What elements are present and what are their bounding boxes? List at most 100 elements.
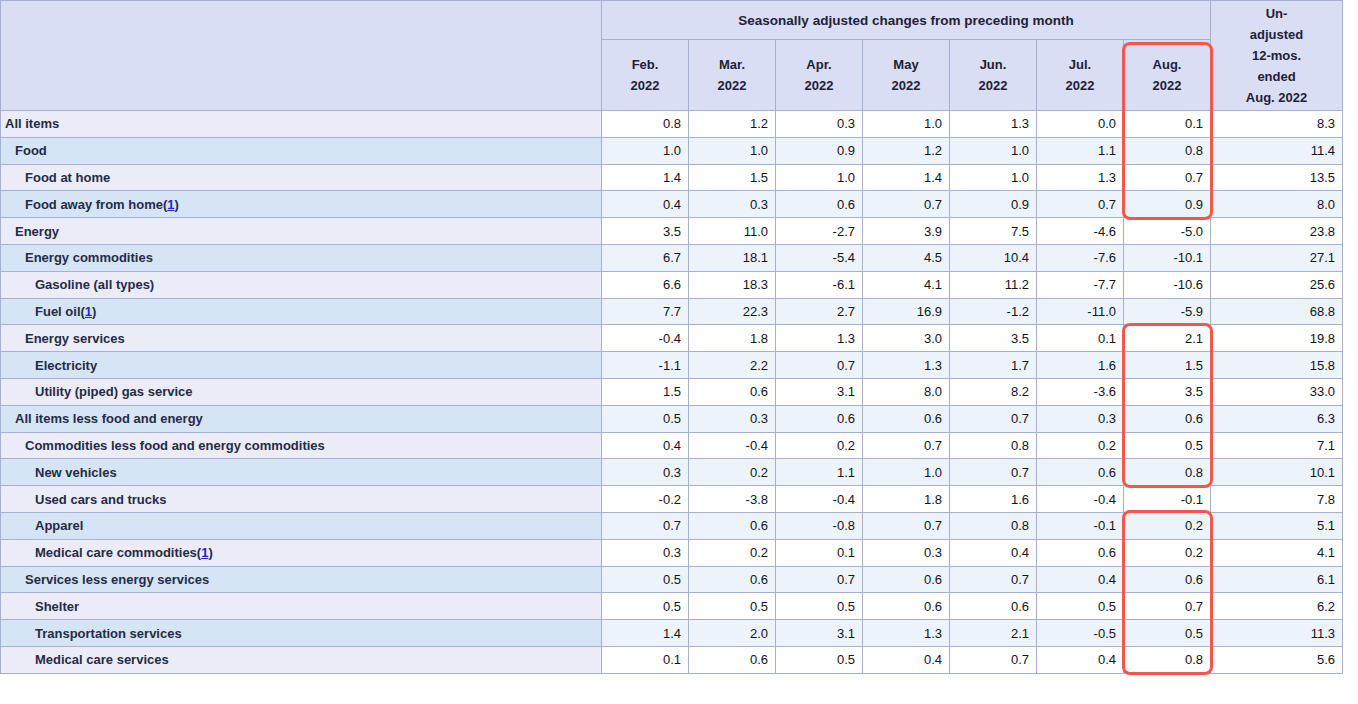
value-cell: 7.8 — [1211, 486, 1343, 513]
value-cell: 0.2 — [1124, 512, 1211, 539]
value-cell: 0.0 — [1037, 111, 1124, 138]
value-cell: 0.7 — [1124, 593, 1211, 620]
unadjusted-line: ended — [1211, 66, 1342, 87]
value-cell: 6.7 — [602, 244, 689, 271]
value-cell: 0.5 — [776, 646, 863, 673]
footnote-paren: ) — [175, 197, 179, 212]
row-label: Gasoline (all types) — [1, 271, 602, 298]
value-cell: 0.5 — [1037, 593, 1124, 620]
row-label-text: Food — [15, 143, 47, 158]
value-cell: 0.6 — [689, 646, 776, 673]
value-cell: 0.3 — [602, 459, 689, 486]
value-cell: 0.8 — [950, 512, 1037, 539]
footnote-paren: ) — [208, 545, 212, 560]
value-cell: 18.1 — [689, 244, 776, 271]
value-cell: 0.6 — [1037, 539, 1124, 566]
value-cell: 1.3 — [776, 325, 863, 352]
value-cell: 0.1 — [602, 646, 689, 673]
value-cell: -10.6 — [1124, 271, 1211, 298]
footnote-1-link[interactable]: 1 — [167, 197, 174, 212]
footnote-1-link[interactable]: 1 — [85, 304, 92, 319]
col-header-jun-2022: Jun. 2022 — [950, 40, 1037, 111]
row-label-text: All items less food and energy — [15, 411, 203, 426]
value-cell: 0.6 — [863, 566, 950, 593]
row-label-text: Energy commodities — [25, 250, 153, 265]
value-cell: 27.1 — [1211, 244, 1343, 271]
value-cell: 0.4 — [602, 432, 689, 459]
value-cell: 6.6 — [602, 271, 689, 298]
value-cell: 10.4 — [950, 244, 1037, 271]
value-cell: 25.6 — [1211, 271, 1343, 298]
row-label-text: Used cars and trucks — [35, 492, 167, 507]
row-label: Food at home — [1, 164, 602, 191]
value-cell: 1.1 — [776, 459, 863, 486]
value-cell: -0.4 — [602, 325, 689, 352]
row-label: Energy — [1, 218, 602, 245]
value-cell: 0.7 — [776, 352, 863, 379]
value-cell: 0.6 — [950, 593, 1037, 620]
value-cell: 0.3 — [689, 191, 776, 218]
value-cell: 2.2 — [689, 352, 776, 379]
value-cell: 0.7 — [1037, 191, 1124, 218]
value-cell: 1.2 — [689, 111, 776, 138]
value-cell: 2.0 — [689, 620, 776, 647]
row-label: Shelter — [1, 593, 602, 620]
value-cell: 0.3 — [602, 539, 689, 566]
row-label: Used cars and trucks — [1, 486, 602, 513]
value-cell: 0.4 — [1037, 566, 1124, 593]
table-row: Food away from home(1)0.40.30.60.70.90.7… — [1, 191, 1343, 218]
value-cell: -2.7 — [776, 218, 863, 245]
value-cell: 1.5 — [602, 378, 689, 405]
table-row: New vehicles0.30.21.11.00.70.60.810.1 — [1, 459, 1343, 486]
value-cell: -0.5 — [1037, 620, 1124, 647]
corner-header-cell — [1, 1, 602, 111]
cpi-table: Seasonally adjusted changes from precedi… — [0, 0, 1343, 674]
value-cell: 1.6 — [1037, 352, 1124, 379]
value-cell: 3.5 — [602, 218, 689, 245]
value-cell: 6.3 — [1211, 405, 1343, 432]
table-row: Utility (piped) gas service1.50.63.18.08… — [1, 378, 1343, 405]
value-cell: 0.5 — [689, 593, 776, 620]
row-label: Medical care services — [1, 646, 602, 673]
value-cell: -1.1 — [602, 352, 689, 379]
row-label-text: Services less energy services — [25, 572, 209, 587]
row-label-text: Food away from home — [25, 197, 163, 212]
value-cell: 5.6 — [1211, 646, 1343, 673]
row-label-text: Utility (piped) gas service — [35, 384, 193, 399]
value-cell: 3.1 — [776, 378, 863, 405]
table-container: Seasonally adjusted changes from precedi… — [0, 0, 1343, 674]
value-cell: 0.5 — [776, 593, 863, 620]
table-row: Medical care services0.10.60.50.40.70.40… — [1, 646, 1343, 673]
table-row: Medical care commodities(1)0.30.20.10.30… — [1, 539, 1343, 566]
value-cell: 3.9 — [863, 218, 950, 245]
value-cell: -0.2 — [602, 486, 689, 513]
row-label: Utility (piped) gas service — [1, 378, 602, 405]
unadjusted-line: Aug. 2022 — [1211, 87, 1342, 108]
row-label-text: Medical care services — [35, 652, 169, 667]
row-label: Transportation services — [1, 620, 602, 647]
value-cell: 1.4 — [602, 620, 689, 647]
value-cell: 0.7 — [950, 646, 1037, 673]
row-label-text: Gasoline (all types) — [35, 277, 154, 292]
value-cell: 1.0 — [863, 459, 950, 486]
value-cell: -1.2 — [950, 298, 1037, 325]
value-cell: 0.4 — [863, 646, 950, 673]
value-cell: 7.1 — [1211, 432, 1343, 459]
table-row: Shelter0.50.50.50.60.60.50.76.2 — [1, 593, 1343, 620]
value-cell: 0.4 — [602, 191, 689, 218]
value-cell: 1.0 — [950, 164, 1037, 191]
value-cell: 33.0 — [1211, 378, 1343, 405]
value-cell: 0.1 — [1124, 111, 1211, 138]
value-cell: 10.1 — [1211, 459, 1343, 486]
table-row: Services less energy services0.50.60.70.… — [1, 566, 1343, 593]
value-cell: 0.6 — [1037, 459, 1124, 486]
value-cell: -0.4 — [1037, 486, 1124, 513]
value-cell: 0.6 — [863, 405, 950, 432]
value-cell: 1.5 — [1124, 352, 1211, 379]
row-label: All items less food and energy — [1, 405, 602, 432]
col-header-jul-2022: Jul. 2022 — [1037, 40, 1124, 111]
table-row: Commodities less food and energy commodi… — [1, 432, 1343, 459]
table-row: Electricity-1.12.20.71.31.71.61.515.8 — [1, 352, 1343, 379]
value-cell: 0.7 — [776, 566, 863, 593]
value-cell: 4.1 — [1211, 539, 1343, 566]
